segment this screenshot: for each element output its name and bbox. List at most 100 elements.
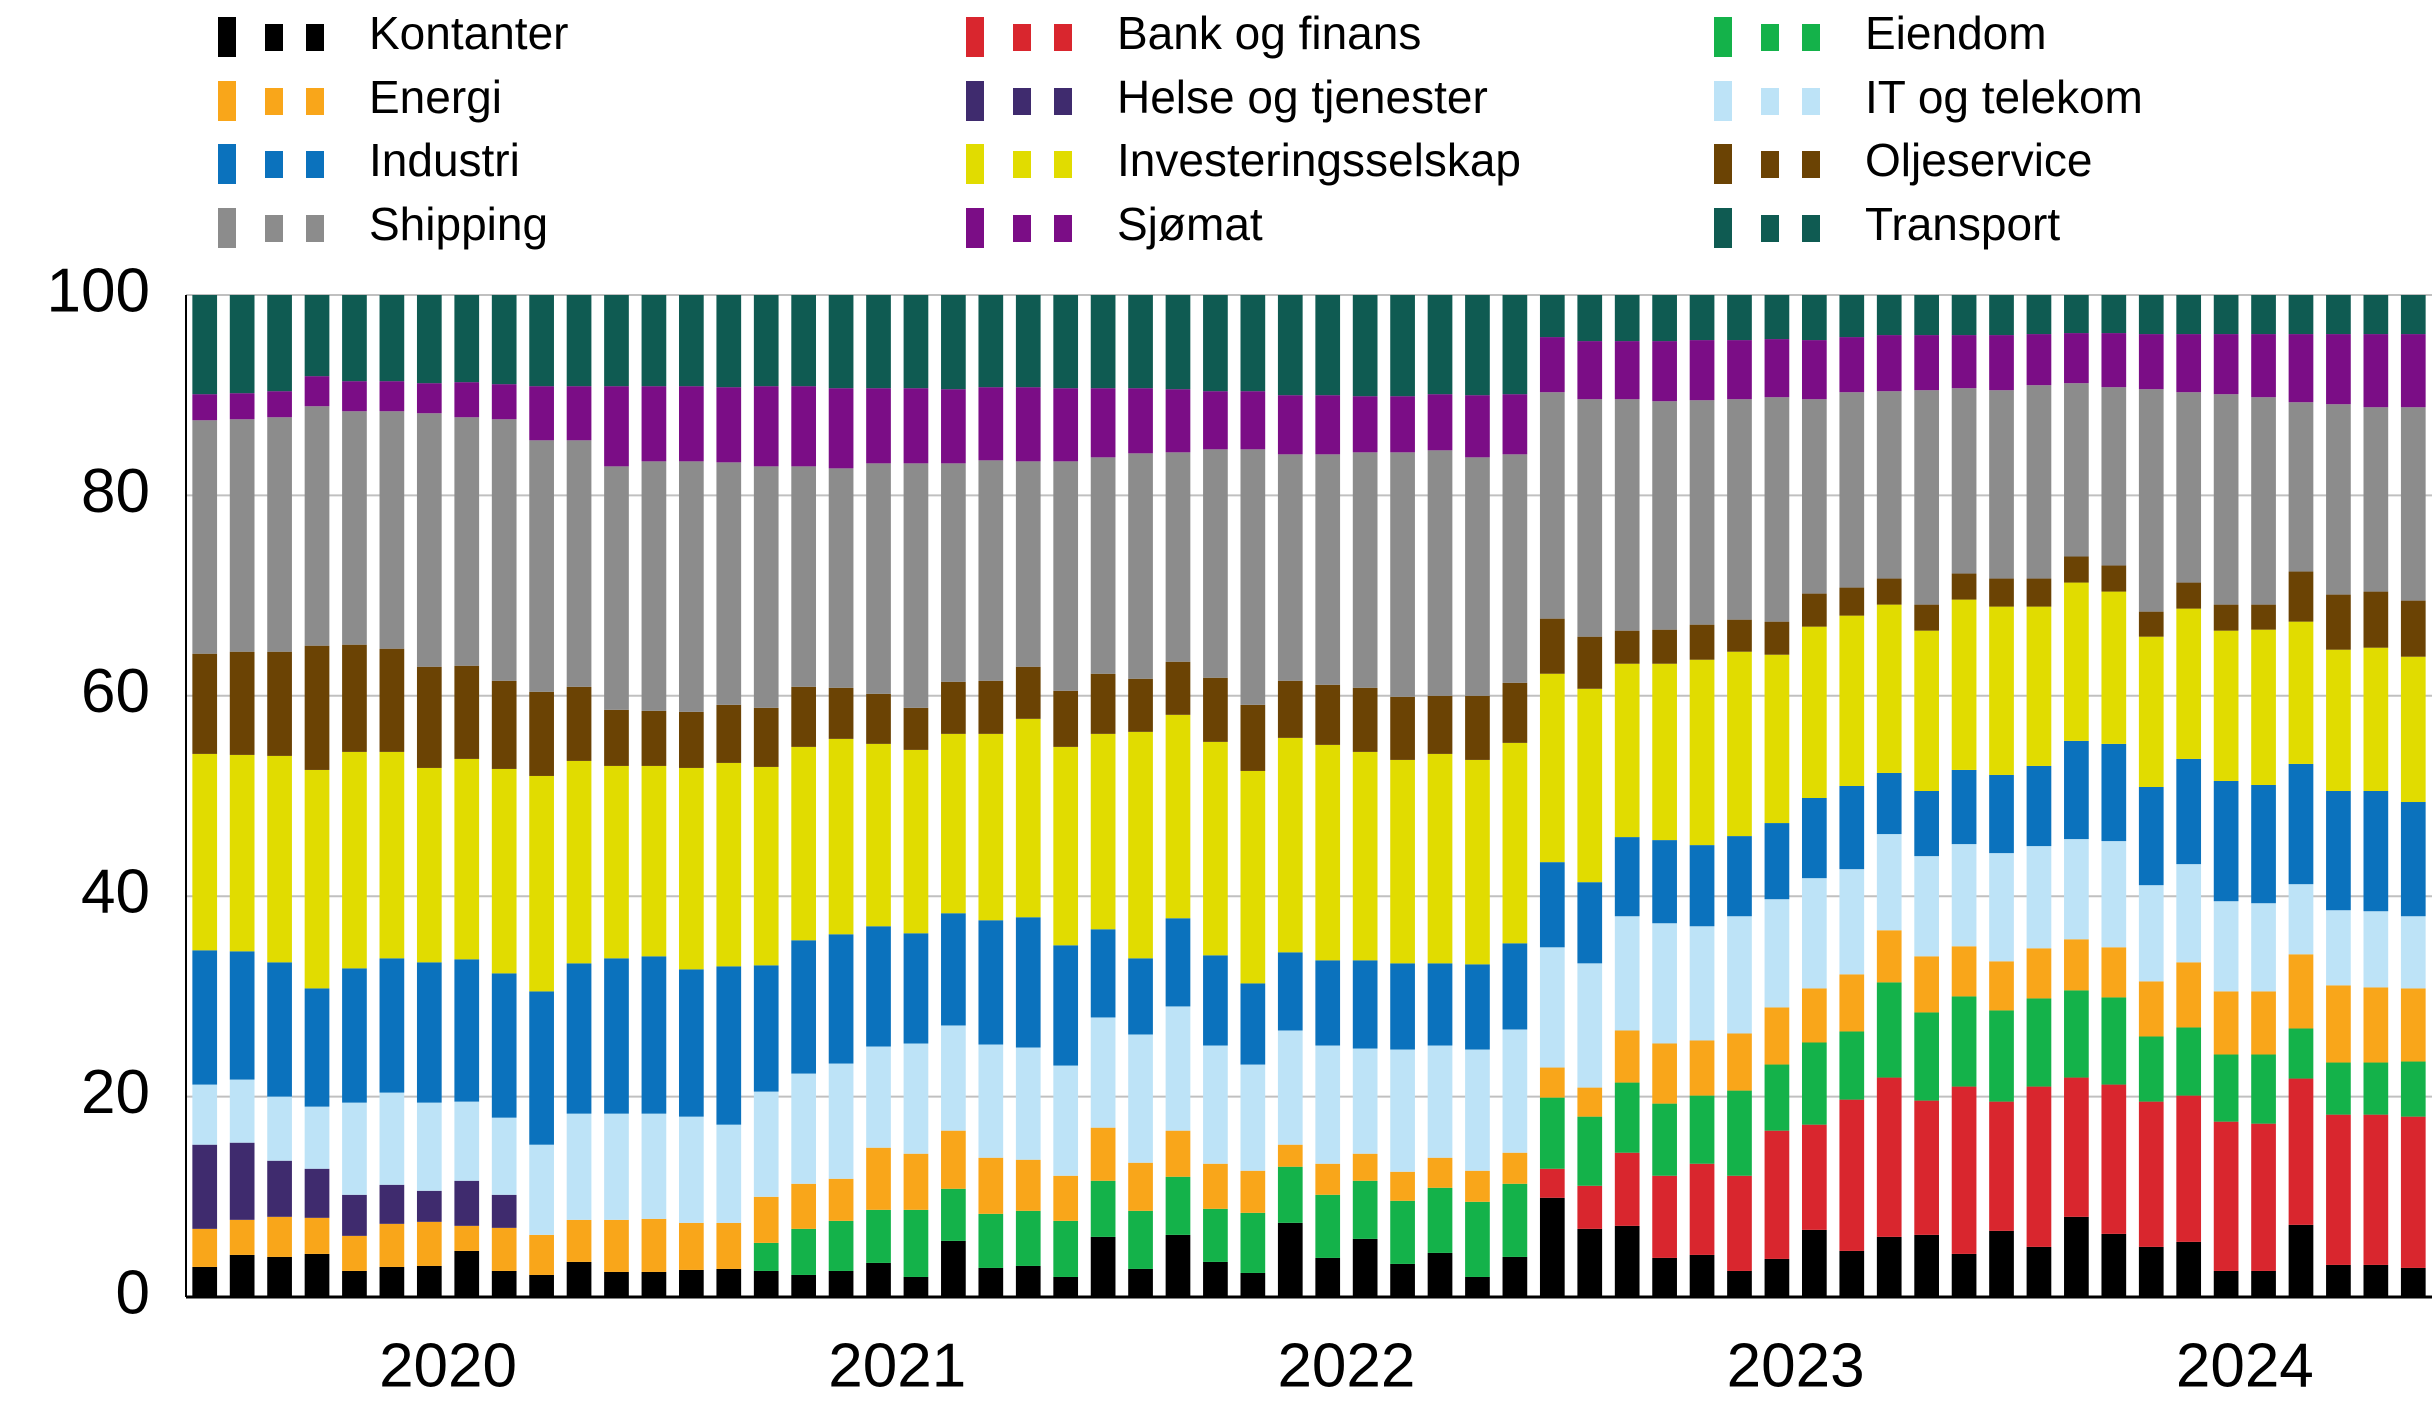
- bar-segment: [1090, 673, 1116, 734]
- bar-segment: [1015, 295, 1041, 388]
- bar-segment: [753, 1196, 779, 1243]
- bar-segment: [941, 463, 966, 682]
- bar-segment: [1727, 836, 1752, 917]
- bar-segment: [1539, 673, 1565, 863]
- bar-segment: [978, 1267, 1004, 1297]
- bar-segment: [1689, 295, 1715, 341]
- bar-segment: [1502, 682, 1528, 743]
- bar-segment: [342, 411, 367, 645]
- bar-segment: [2400, 1267, 2426, 1297]
- legend-swatch: [218, 17, 236, 57]
- bar-segment: [791, 686, 817, 747]
- bar-segment: [866, 693, 891, 744]
- bar-segment: [192, 1144, 218, 1229]
- bar-segment: [454, 959, 480, 1102]
- bar-segment: [1015, 1047, 1041, 1160]
- x-tick-label: 2021: [828, 1331, 966, 1400]
- legend-label: Helse og tjenester: [1117, 71, 1488, 123]
- bar-segment: [1951, 996, 1977, 1087]
- bar-segment: [828, 295, 854, 389]
- bar-segment: [2101, 743, 2127, 842]
- bar-segment: [1352, 452, 1378, 688]
- bar-segment: [267, 1216, 292, 1257]
- bar-segment: [1539, 618, 1565, 674]
- bar-segment: [2326, 334, 2351, 405]
- bar-segment: [1128, 453, 1153, 679]
- bar-segment: [1839, 587, 1865, 616]
- bar-segment: [2326, 1114, 2351, 1265]
- bar-segment: [903, 933, 929, 1044]
- bar-segment: [1165, 1234, 1191, 1297]
- bar-segment: [828, 1270, 854, 1297]
- bar-segment: [2176, 334, 2202, 393]
- bar-segment: [1577, 688, 1603, 883]
- bar-segment: [2101, 947, 2127, 998]
- bar-segment: [2213, 1121, 2239, 1271]
- bar-segment: [1240, 391, 1266, 450]
- bar-segment: [1989, 1010, 2014, 1102]
- bar-segment: [267, 651, 292, 756]
- bar-segment: [2400, 600, 2426, 657]
- bar-segment: [1764, 899, 1790, 1008]
- bar-segment: [342, 381, 367, 412]
- bar-segment: [379, 411, 405, 649]
- bar-segment: [978, 295, 1004, 388]
- bar-segment: [1951, 1086, 1977, 1254]
- bar-segment: [1577, 882, 1603, 964]
- bar-segment: [304, 1253, 330, 1297]
- bar-segment: [229, 754, 255, 952]
- bar-segment: [1165, 452, 1191, 662]
- bar-segment: [941, 681, 966, 734]
- bar-segment: [1240, 983, 1266, 1065]
- y-tick-label: 0: [116, 1258, 150, 1327]
- bar-segment: [1839, 295, 1865, 338]
- bar-segment: [2213, 901, 2239, 992]
- bar-segment: [2176, 758, 2202, 865]
- bar-segment: [491, 384, 517, 420]
- bar-segment: [791, 746, 817, 941]
- bar-segment: [1801, 1229, 1827, 1297]
- bar-segment: [1090, 295, 1116, 389]
- legend-swatch: [1802, 151, 1820, 178]
- bar-segment: [2363, 911, 2389, 988]
- bar-segment: [2326, 1062, 2351, 1115]
- bar-segment: [1240, 1170, 1266, 1213]
- bar-segment: [716, 1268, 742, 1297]
- legend-swatch: [218, 144, 236, 184]
- y-tick-label: 80: [81, 457, 150, 526]
- bar-segment: [416, 1190, 442, 1222]
- bar-segment: [192, 295, 218, 395]
- legend-swatch: [1714, 208, 1732, 248]
- bar-segment: [678, 461, 704, 712]
- bar-segment: [2138, 1036, 2164, 1102]
- bar-segment: [1128, 678, 1153, 732]
- bar-segment: [828, 388, 854, 469]
- bar-segment: [1015, 461, 1041, 667]
- bar-segment: [604, 1271, 629, 1297]
- legend-swatch: [218, 208, 236, 248]
- bar-segment: [866, 295, 891, 389]
- bar-segment: [2251, 629, 2276, 785]
- bar-segment: [2176, 392, 2202, 583]
- bar-segment: [304, 988, 330, 1107]
- bar-segment: [1876, 335, 1902, 392]
- bar-segment: [2400, 802, 2426, 917]
- bar-segment: [1203, 955, 1228, 1046]
- bar-segment: [491, 1194, 517, 1228]
- bar-segment: [1465, 695, 1490, 760]
- bar-segment: [1390, 295, 1415, 397]
- bar-segment: [1053, 461, 1079, 691]
- bar-segment: [416, 1221, 442, 1266]
- bar-segment: [1951, 946, 1977, 997]
- bar-segment: [2138, 611, 2164, 637]
- bar-segment: [1277, 1166, 1303, 1223]
- bar-segment: [1614, 916, 1640, 1031]
- bar-segment: [2026, 1246, 2052, 1297]
- bar-segment: [866, 388, 891, 464]
- bar-segment: [828, 468, 854, 688]
- bar-segment: [1090, 1127, 1116, 1181]
- bar-segment: [566, 295, 592, 387]
- bar-segment: [866, 1209, 891, 1263]
- bar-segment: [1203, 1208, 1228, 1262]
- bar-segment: [2138, 334, 2164, 390]
